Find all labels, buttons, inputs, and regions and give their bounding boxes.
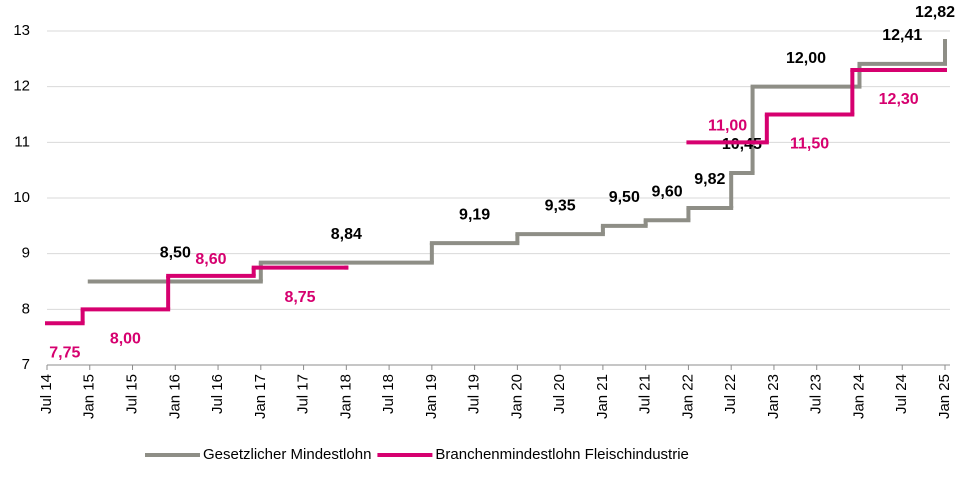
x-tick-label: Jan 22: [679, 374, 696, 419]
x-tick-label: Jul 21: [637, 374, 654, 414]
y-tick-label: 13: [13, 22, 30, 39]
y-tick-label: 10: [13, 189, 30, 206]
data-label: 11,00: [708, 118, 747, 135]
data-label: 12,30: [879, 91, 919, 108]
data-label: 12,82: [915, 4, 955, 21]
x-tick-label: Jan 18: [337, 374, 354, 419]
x-tick-label: Jul 17: [295, 374, 312, 414]
x-tick-label: Jul 20: [551, 374, 568, 414]
data-label: 9,50: [609, 189, 640, 206]
x-tick-label: Jul 22: [722, 374, 739, 414]
data-label: 12,00: [786, 50, 826, 67]
data-label: 9,82: [694, 171, 725, 188]
x-tick-label: Jul 24: [893, 374, 910, 414]
x-tick-label: Jan 25: [936, 374, 953, 419]
x-tick-label: Jan 21: [594, 374, 611, 419]
y-tick-label: 11: [14, 133, 30, 150]
x-tick-label: Jan 15: [81, 374, 98, 419]
x-tick-label: Jul 14: [38, 374, 55, 414]
data-label: 8,60: [195, 251, 226, 268]
x-tick-label: Jan 23: [765, 374, 782, 419]
x-tick-label: Jul 19: [466, 374, 483, 414]
y-tick-label: 9: [22, 245, 30, 262]
x-tick-label: Jan 24: [850, 374, 867, 419]
data-label: 9,19: [459, 206, 490, 223]
x-tick-label: Jul 18: [380, 374, 397, 414]
y-tick-label: 8: [22, 300, 30, 317]
x-tick-label: Jul 15: [123, 374, 140, 414]
y-tick-label: 12: [13, 78, 30, 95]
x-tick-label: Jul 23: [808, 374, 825, 414]
series-line: [87, 39, 947, 284]
data-label: 10,45: [722, 136, 762, 153]
legend-label: Branchenmindestlohn Fleischindustrie: [435, 446, 688, 463]
data-label: 8,00: [110, 331, 141, 348]
series-line: [45, 67, 947, 326]
data-label: 8,50: [160, 245, 191, 262]
x-tick-label: Jan 20: [508, 374, 525, 419]
data-label: 11,50: [790, 136, 829, 153]
y-tick-label: 7: [22, 356, 30, 373]
data-label: 7,75: [49, 344, 80, 361]
data-label: 8,84: [331, 226, 362, 243]
x-tick-label: Jan 19: [423, 374, 440, 419]
x-tick-label: Jan 16: [166, 374, 183, 419]
legend-label: Gesetzlicher Mindestlohn: [203, 446, 371, 463]
x-tick-label: Jan 17: [252, 374, 269, 419]
data-label: 9,35: [545, 197, 576, 214]
data-label: 8,75: [284, 289, 315, 306]
x-tick-label: Jul 16: [209, 374, 226, 414]
data-label: 12,41: [882, 27, 922, 44]
data-label: 9,60: [651, 183, 682, 200]
